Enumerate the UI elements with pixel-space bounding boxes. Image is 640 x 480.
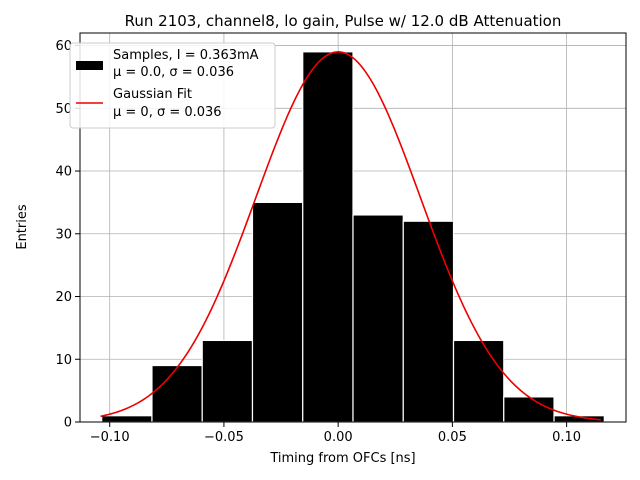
- histogram-bar: [302, 51, 354, 423]
- y-tick-label: 30: [55, 227, 72, 242]
- legend-entry-label: Samples, I = 0.363mA: [113, 48, 259, 63]
- legend: Samples, I = 0.363mA μ = 0.0, σ = 0.036 Ga…: [69, 42, 276, 129]
- histogram-bar: [503, 396, 555, 423]
- y-tick-label: 10: [55, 353, 72, 368]
- histogram-bar: [352, 214, 404, 423]
- x-axis-label: Timing from OFCs [ns]: [269, 451, 415, 466]
- gaussian-fit: [100, 51, 601, 421]
- y-axis-label: Entries: [15, 204, 30, 250]
- histogram-bar: [151, 364, 203, 423]
- legend-entry-params: μ = 0, σ = 0.036: [113, 105, 222, 120]
- legend-entry-params: μ = 0.0, σ = 0.036: [113, 65, 234, 80]
- y-tick-label: 50: [55, 102, 72, 117]
- histogram-bar: [452, 339, 505, 423]
- y-tick-label: 40: [55, 165, 72, 180]
- plot-frame: [79, 32, 627, 423]
- chart-title: Run 2103, channel8, lo gain, Pulse w/ 12…: [125, 12, 562, 30]
- legend-entry-label: Gaussian Fit: [113, 87, 192, 102]
- x-tick-label: 0.00: [324, 430, 353, 445]
- x-tick-label: 0.05: [438, 430, 467, 445]
- legend-swatch-samples: [76, 61, 103, 70]
- y-tick-label: 0: [64, 416, 72, 431]
- histogram-bars: [101, 51, 605, 423]
- y-tick-label: 60: [55, 39, 72, 54]
- y-axis: 0 10 20 30 40 50 60: [55, 39, 80, 431]
- histogram-bar: [402, 220, 455, 423]
- histogram-bar: [251, 201, 304, 423]
- y-tick-label: 20: [55, 290, 72, 305]
- x-tick-label: −0.10: [90, 430, 130, 445]
- x-axis: −0.10 −0.05 0.00 0.05 0.10: [90, 422, 581, 445]
- x-tick-label: −0.05: [204, 430, 244, 445]
- x-tick-label: 0.10: [552, 430, 581, 445]
- histogram-bar: [101, 415, 153, 423]
- gaussian-fit-curve: [100, 51, 601, 421]
- legend-box: [69, 42, 276, 129]
- histogram-bar: [201, 339, 254, 423]
